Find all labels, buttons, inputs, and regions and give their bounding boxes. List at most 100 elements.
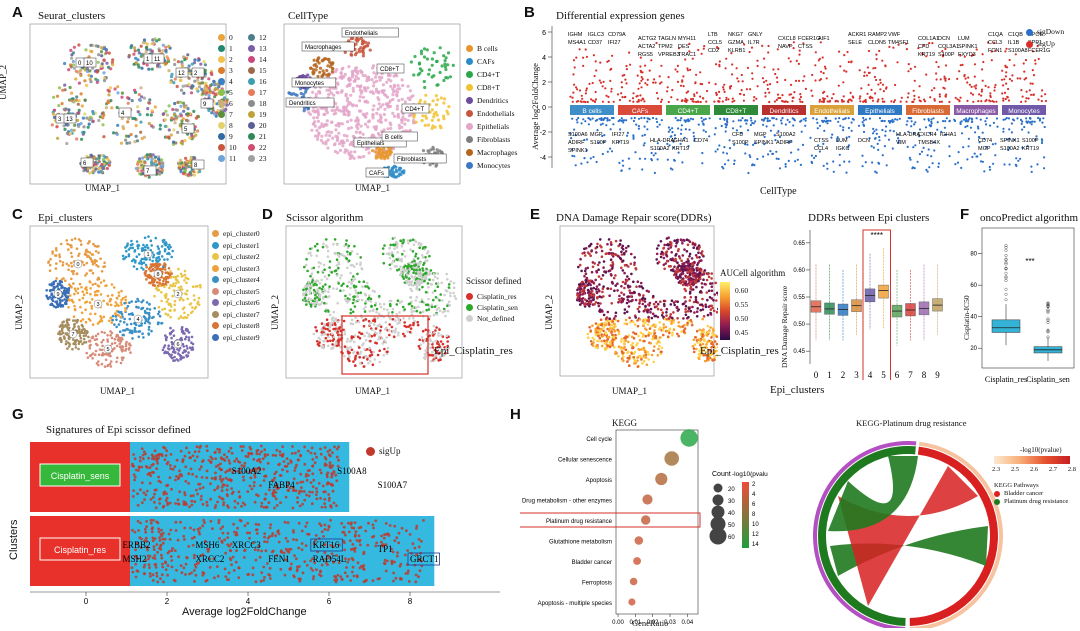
- down-point: [591, 117, 594, 120]
- cell-point: [83, 79, 87, 83]
- cell-point: [171, 142, 176, 146]
- celltype-legend-label: Fibroblasts: [477, 135, 511, 144]
- down-point: [775, 118, 778, 121]
- epi-point: [185, 289, 189, 293]
- cell-point: [446, 76, 450, 80]
- epi-point: [49, 257, 52, 261]
- down-point: [773, 134, 776, 137]
- cell-point: [172, 81, 176, 85]
- cell-point: [96, 60, 100, 64]
- up-point: [639, 56, 642, 59]
- cell-point: [397, 174, 401, 178]
- down-point: [847, 146, 850, 149]
- cell-point: [333, 143, 337, 147]
- epi-point: [168, 273, 172, 277]
- down-point: [739, 125, 742, 128]
- epi-point: [163, 294, 167, 297]
- down-point: [749, 155, 752, 159]
- up-point: [640, 79, 643, 82]
- cell-point: [409, 95, 413, 99]
- down-point: [679, 132, 683, 135]
- up-gene-label: ACTG2: [638, 36, 656, 42]
- celltype-legend-item: Dendritics: [466, 94, 517, 107]
- cell-point: [86, 125, 90, 129]
- epi-point: [105, 284, 108, 287]
- cluster-dot: [218, 56, 225, 63]
- scissor-point: [345, 340, 349, 343]
- up-point: [582, 56, 585, 59]
- cell-point: [222, 96, 227, 100]
- cell-point: [442, 101, 446, 105]
- up-point: [576, 88, 579, 91]
- cell-point: [357, 48, 361, 52]
- down-point: [964, 125, 967, 129]
- cell-point: [382, 112, 386, 117]
- down-point: [978, 141, 981, 144]
- cell-point: [310, 128, 314, 132]
- down-point: [571, 117, 574, 120]
- up-point: [810, 89, 813, 92]
- up-point: [572, 91, 575, 94]
- down-point: [885, 125, 888, 128]
- up-point: [1037, 57, 1040, 61]
- down-gene-label: SPINK1: [1000, 138, 1020, 144]
- cell-point: [187, 172, 191, 176]
- cell-point: [346, 103, 350, 107]
- epi-point: [122, 321, 126, 324]
- epi-point: [166, 347, 170, 350]
- cluster-dot: [218, 45, 225, 52]
- down-point: [668, 144, 671, 147]
- epi-point: [167, 267, 171, 270]
- down-point: [922, 146, 925, 149]
- up-point: [761, 77, 764, 80]
- cell-point: [91, 166, 95, 170]
- down-point: [632, 134, 635, 137]
- cluster-legend-label: 7: [229, 110, 233, 119]
- epi-point: [73, 287, 77, 290]
- cell-point: [89, 153, 93, 157]
- celltype-dot: [466, 97, 473, 104]
- down-point: [891, 147, 894, 150]
- epi-point: [83, 253, 87, 256]
- up-point: [602, 80, 605, 83]
- epi-point: [185, 327, 188, 331]
- up-gene-label: FCER1G: [1028, 48, 1050, 54]
- epi-legend-label: epi_cluster9: [223, 332, 260, 342]
- epi-point: [127, 346, 131, 350]
- cell-point: [66, 123, 70, 127]
- epi-point: [61, 299, 64, 302]
- scissor-point: [432, 324, 436, 328]
- down-gene-label: S100P: [732, 140, 749, 146]
- epi-point: [130, 239, 133, 243]
- cell-point: [174, 116, 178, 120]
- scissor-point: [437, 306, 440, 310]
- down-point: [714, 127, 717, 130]
- cell-point: [137, 93, 141, 97]
- epi-point: [166, 313, 170, 316]
- up-point: [1004, 75, 1007, 78]
- epi-point: [123, 301, 126, 305]
- epi-point: [180, 288, 184, 291]
- celltype-legend-item: Fibroblasts: [466, 133, 517, 146]
- epi-point: [124, 295, 127, 299]
- seurat-legend-item: 3: [218, 65, 246, 76]
- up-point: [1037, 98, 1040, 101]
- up-point: [1041, 89, 1044, 92]
- up-point: [639, 94, 642, 97]
- epi-point: [88, 301, 92, 304]
- cell-point: [204, 81, 208, 85]
- epi-point: [97, 360, 100, 363]
- up-point: [666, 90, 669, 93]
- cell-point: [192, 173, 196, 177]
- up-point: [1005, 47, 1008, 50]
- celltype-band: [810, 105, 854, 115]
- epi-point: [135, 255, 139, 258]
- cluster-tag-box: [191, 67, 205, 78]
- epi-point: [174, 282, 178, 285]
- down-point: [658, 148, 661, 151]
- cell-point: [346, 120, 350, 124]
- scissor-point: [419, 311, 422, 314]
- cell-point: [112, 131, 116, 135]
- up-gene-label: TAGLN: [658, 36, 676, 42]
- down-point: [584, 120, 587, 123]
